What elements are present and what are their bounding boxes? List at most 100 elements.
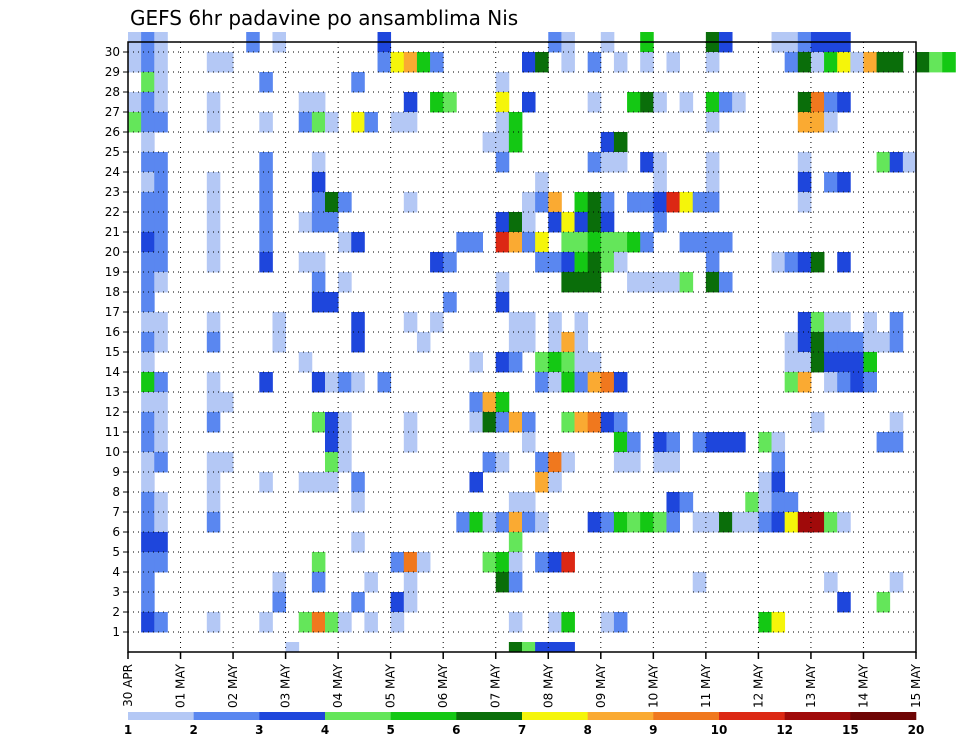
- heatmap-cell: [784, 492, 799, 513]
- heatmap-cell: [298, 212, 313, 233]
- heatmap-cell: [482, 452, 497, 473]
- x-tick-label: 11 MAY: [699, 663, 713, 708]
- heatmap-cell: [705, 192, 720, 213]
- heatmap-cell: [206, 52, 221, 73]
- heatmap-cell: [587, 412, 602, 433]
- heatmap-cell: [338, 612, 352, 633]
- heatmap-cell: [732, 512, 746, 533]
- heatmap-cell: [810, 52, 825, 73]
- heatmap-cell: [666, 432, 680, 453]
- heatmap-cell: [810, 112, 825, 133]
- x-tick-label: 14 MAY: [856, 663, 870, 708]
- heatmap-cell: [548, 452, 562, 473]
- heatmap-cell: [154, 452, 168, 473]
- heatmap-cell: [837, 312, 851, 333]
- heatmap-cell: [574, 372, 589, 393]
- heatmap-cell: [508, 532, 523, 553]
- heatmap-cell: [154, 112, 168, 133]
- heatmap-cell: [206, 512, 221, 533]
- heatmap-cell: [141, 412, 155, 433]
- heatmap-cell: [154, 92, 168, 113]
- heatmap-cell: [692, 432, 707, 453]
- heatmap-cell: [613, 372, 628, 393]
- heatmap-cell: [351, 592, 365, 613]
- heatmap-cell: [627, 192, 641, 213]
- heatmap-cell: [403, 412, 418, 433]
- grid-lines: [128, 42, 916, 652]
- y-tick-label: 1: [112, 625, 120, 639]
- heatmap-cell: [311, 572, 326, 593]
- heatmap-cell: [771, 252, 786, 273]
- x-tick-label: 08 MAY: [541, 663, 555, 708]
- heatmap-cell: [863, 52, 877, 73]
- heatmap-cell: [640, 52, 654, 73]
- heatmap-cell: [272, 332, 286, 353]
- heatmap-cell: [403, 92, 418, 113]
- heatmap-cell: [482, 552, 497, 573]
- heatmap-cell: [338, 432, 352, 453]
- x-tick-label: 03 MAY: [279, 663, 293, 708]
- heatmap-cell: [141, 592, 155, 613]
- plot-frame: [127, 41, 917, 653]
- heatmap-cell: [535, 192, 549, 213]
- heatmap-cell: [443, 92, 457, 113]
- heatmap-cell: [351, 112, 365, 133]
- heatmap-cell: [495, 212, 510, 233]
- heatmap-cell: [942, 52, 956, 73]
- heatmap-cell: [548, 192, 562, 213]
- heatmap-cell: [587, 192, 602, 213]
- heatmap-cell: [837, 352, 851, 373]
- heatmap-cell: [810, 312, 825, 333]
- colorbar-swatch: [128, 712, 194, 720]
- heatmap-cell: [640, 192, 654, 213]
- heatmap-cell: [850, 372, 864, 393]
- y-tick-label: 26: [105, 125, 120, 139]
- heatmap-cell: [535, 452, 549, 473]
- heatmap-cell: [745, 512, 759, 533]
- heatmap-cell: [154, 52, 168, 73]
- heatmap-cell: [338, 412, 352, 433]
- heatmap-cell: [508, 612, 523, 633]
- heatmap-cell: [863, 332, 877, 353]
- heatmap-cell: [141, 272, 155, 293]
- heatmap-cell: [430, 92, 444, 113]
- y-tick-label: 25: [105, 145, 120, 159]
- x-tick-label: 06 MAY: [436, 663, 450, 708]
- heatmap-cell: [141, 252, 155, 273]
- heatmap-cell: [141, 152, 155, 173]
- heatmap-cell: [219, 392, 234, 413]
- heatmap-cell: [311, 412, 326, 433]
- heatmap-cell: [784, 52, 799, 73]
- heatmap-cell: [508, 642, 523, 653]
- heatmap-cell: [653, 212, 667, 233]
- heatmap-cell: [141, 372, 155, 393]
- heatmap-cell: [587, 512, 602, 533]
- heatmap-cell: [522, 332, 536, 353]
- heatmap-cell: [600, 152, 615, 173]
- colorbar-label: 12: [776, 723, 793, 737]
- heatmap-cell: [679, 232, 694, 253]
- heatmap-cell: [824, 372, 838, 393]
- heatmap-cell: [154, 492, 168, 513]
- heatmap-cell: [154, 232, 168, 253]
- heatmap-cell: [259, 372, 273, 393]
- x-tick-label: 01 MAY: [174, 663, 188, 708]
- heatmap-cell: [640, 92, 654, 113]
- y-tick-label: 8: [112, 485, 120, 499]
- heatmap-cell: [443, 292, 457, 313]
- heatmap-cell: [600, 372, 615, 393]
- heatmap-cell: [824, 332, 838, 353]
- heatmap-cell: [141, 432, 155, 453]
- heatmap-cell: [338, 232, 352, 253]
- heatmap-cell: [219, 52, 234, 73]
- heatmap-cell: [810, 412, 825, 433]
- heatmap-cell: [587, 272, 602, 293]
- heatmap-cell: [863, 312, 877, 333]
- heatmap-cell: [508, 312, 523, 333]
- heatmap-cell: [311, 612, 326, 633]
- colorbar-label: 3: [255, 723, 263, 737]
- y-tick-label: 17: [105, 305, 120, 319]
- heatmap-cell: [522, 312, 536, 333]
- heatmap-cell: [574, 332, 589, 353]
- heatmap-cell: [574, 412, 589, 433]
